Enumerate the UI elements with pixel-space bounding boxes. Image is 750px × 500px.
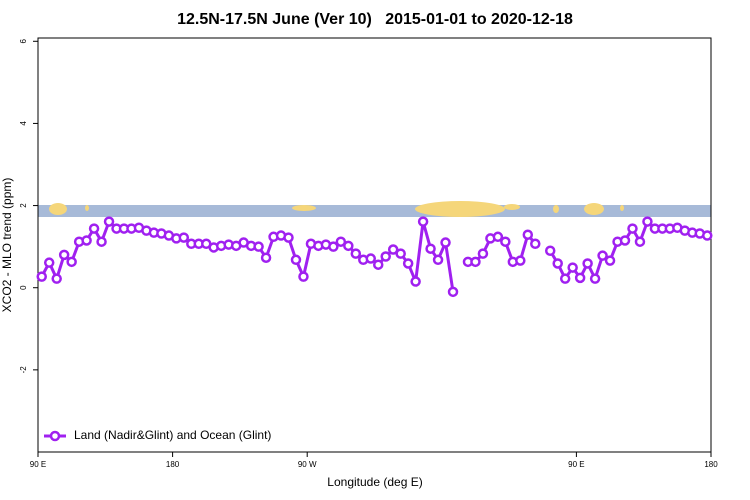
data-point (582, 258, 593, 269)
data-point (470, 256, 481, 268)
y-tick-label: 2 (19, 203, 28, 208)
land (49, 203, 67, 215)
data-point (253, 241, 264, 252)
data-point (432, 254, 444, 266)
x-tick-label: 90 E (30, 460, 46, 469)
chart-title: 12.5N-17.5N June (Ver 10) 2015-01-01 to … (177, 11, 573, 28)
data-point (567, 262, 578, 273)
data-point (477, 248, 489, 259)
data-point (290, 254, 302, 266)
data-point (283, 232, 294, 243)
data-point (103, 216, 115, 227)
x-tick-label: 90 E (568, 460, 584, 469)
data-point (402, 258, 414, 269)
data-point (387, 244, 399, 255)
data-point (51, 273, 62, 284)
data-point (417, 216, 429, 227)
data-point (260, 252, 272, 263)
data-point (343, 240, 354, 252)
data-point (410, 276, 421, 287)
data-point (88, 223, 100, 234)
map-strip (38, 201, 711, 217)
x-tick-label: 180 (704, 460, 718, 469)
land (584, 203, 604, 215)
data-point (425, 243, 436, 254)
data-point (447, 286, 459, 298)
data-point (530, 238, 541, 250)
data-point (597, 250, 608, 261)
data-point (574, 272, 586, 284)
plot-frame (37, 37, 712, 453)
data-point (372, 259, 384, 270)
data-point (350, 248, 362, 259)
legend-label: Land (Nadir&Glint) and Ocean (Glint) (74, 428, 271, 442)
y-tick-label: 0 (19, 285, 28, 290)
data-point (328, 241, 339, 252)
data-point (440, 237, 451, 248)
x-axis-label: Longitude (deg E) (327, 475, 422, 489)
data-point (380, 251, 391, 262)
data-point (66, 256, 77, 268)
data-point (702, 230, 713, 241)
y-tick-label: -2 (19, 366, 28, 374)
y-axis-label: XCO2 - MLO trend (ppm) (0, 178, 14, 313)
data-point (96, 236, 107, 247)
land (85, 205, 89, 211)
x-tick-label: 90 W (298, 460, 317, 469)
legend-marker (49, 430, 61, 442)
x-tick-label: 180 (166, 460, 180, 469)
ocean-band (38, 205, 711, 217)
data-point (335, 236, 347, 247)
land (292, 205, 316, 211)
data-point (552, 258, 563, 269)
data-point (559, 273, 571, 284)
land (415, 201, 505, 217)
data-point (589, 273, 601, 284)
data-point (604, 255, 616, 266)
data-point (58, 249, 70, 261)
data-point (365, 253, 377, 264)
data-point (500, 236, 511, 247)
data-point (43, 257, 55, 268)
data-point (619, 235, 631, 246)
land (504, 204, 520, 210)
data-point (81, 235, 92, 246)
data-point (36, 271, 47, 282)
land (553, 205, 559, 213)
data-point (515, 255, 526, 266)
data-point (395, 248, 406, 259)
data-point (634, 236, 646, 247)
y-tick-label: 6 (19, 39, 28, 44)
data-point (178, 232, 190, 243)
data-point (627, 223, 638, 234)
y-tick-label: 4 (19, 121, 28, 126)
data-point (522, 229, 534, 240)
land (620, 205, 624, 211)
data-point (642, 216, 653, 227)
data-point (298, 271, 309, 282)
data-point (492, 231, 504, 243)
data-point (544, 245, 556, 256)
